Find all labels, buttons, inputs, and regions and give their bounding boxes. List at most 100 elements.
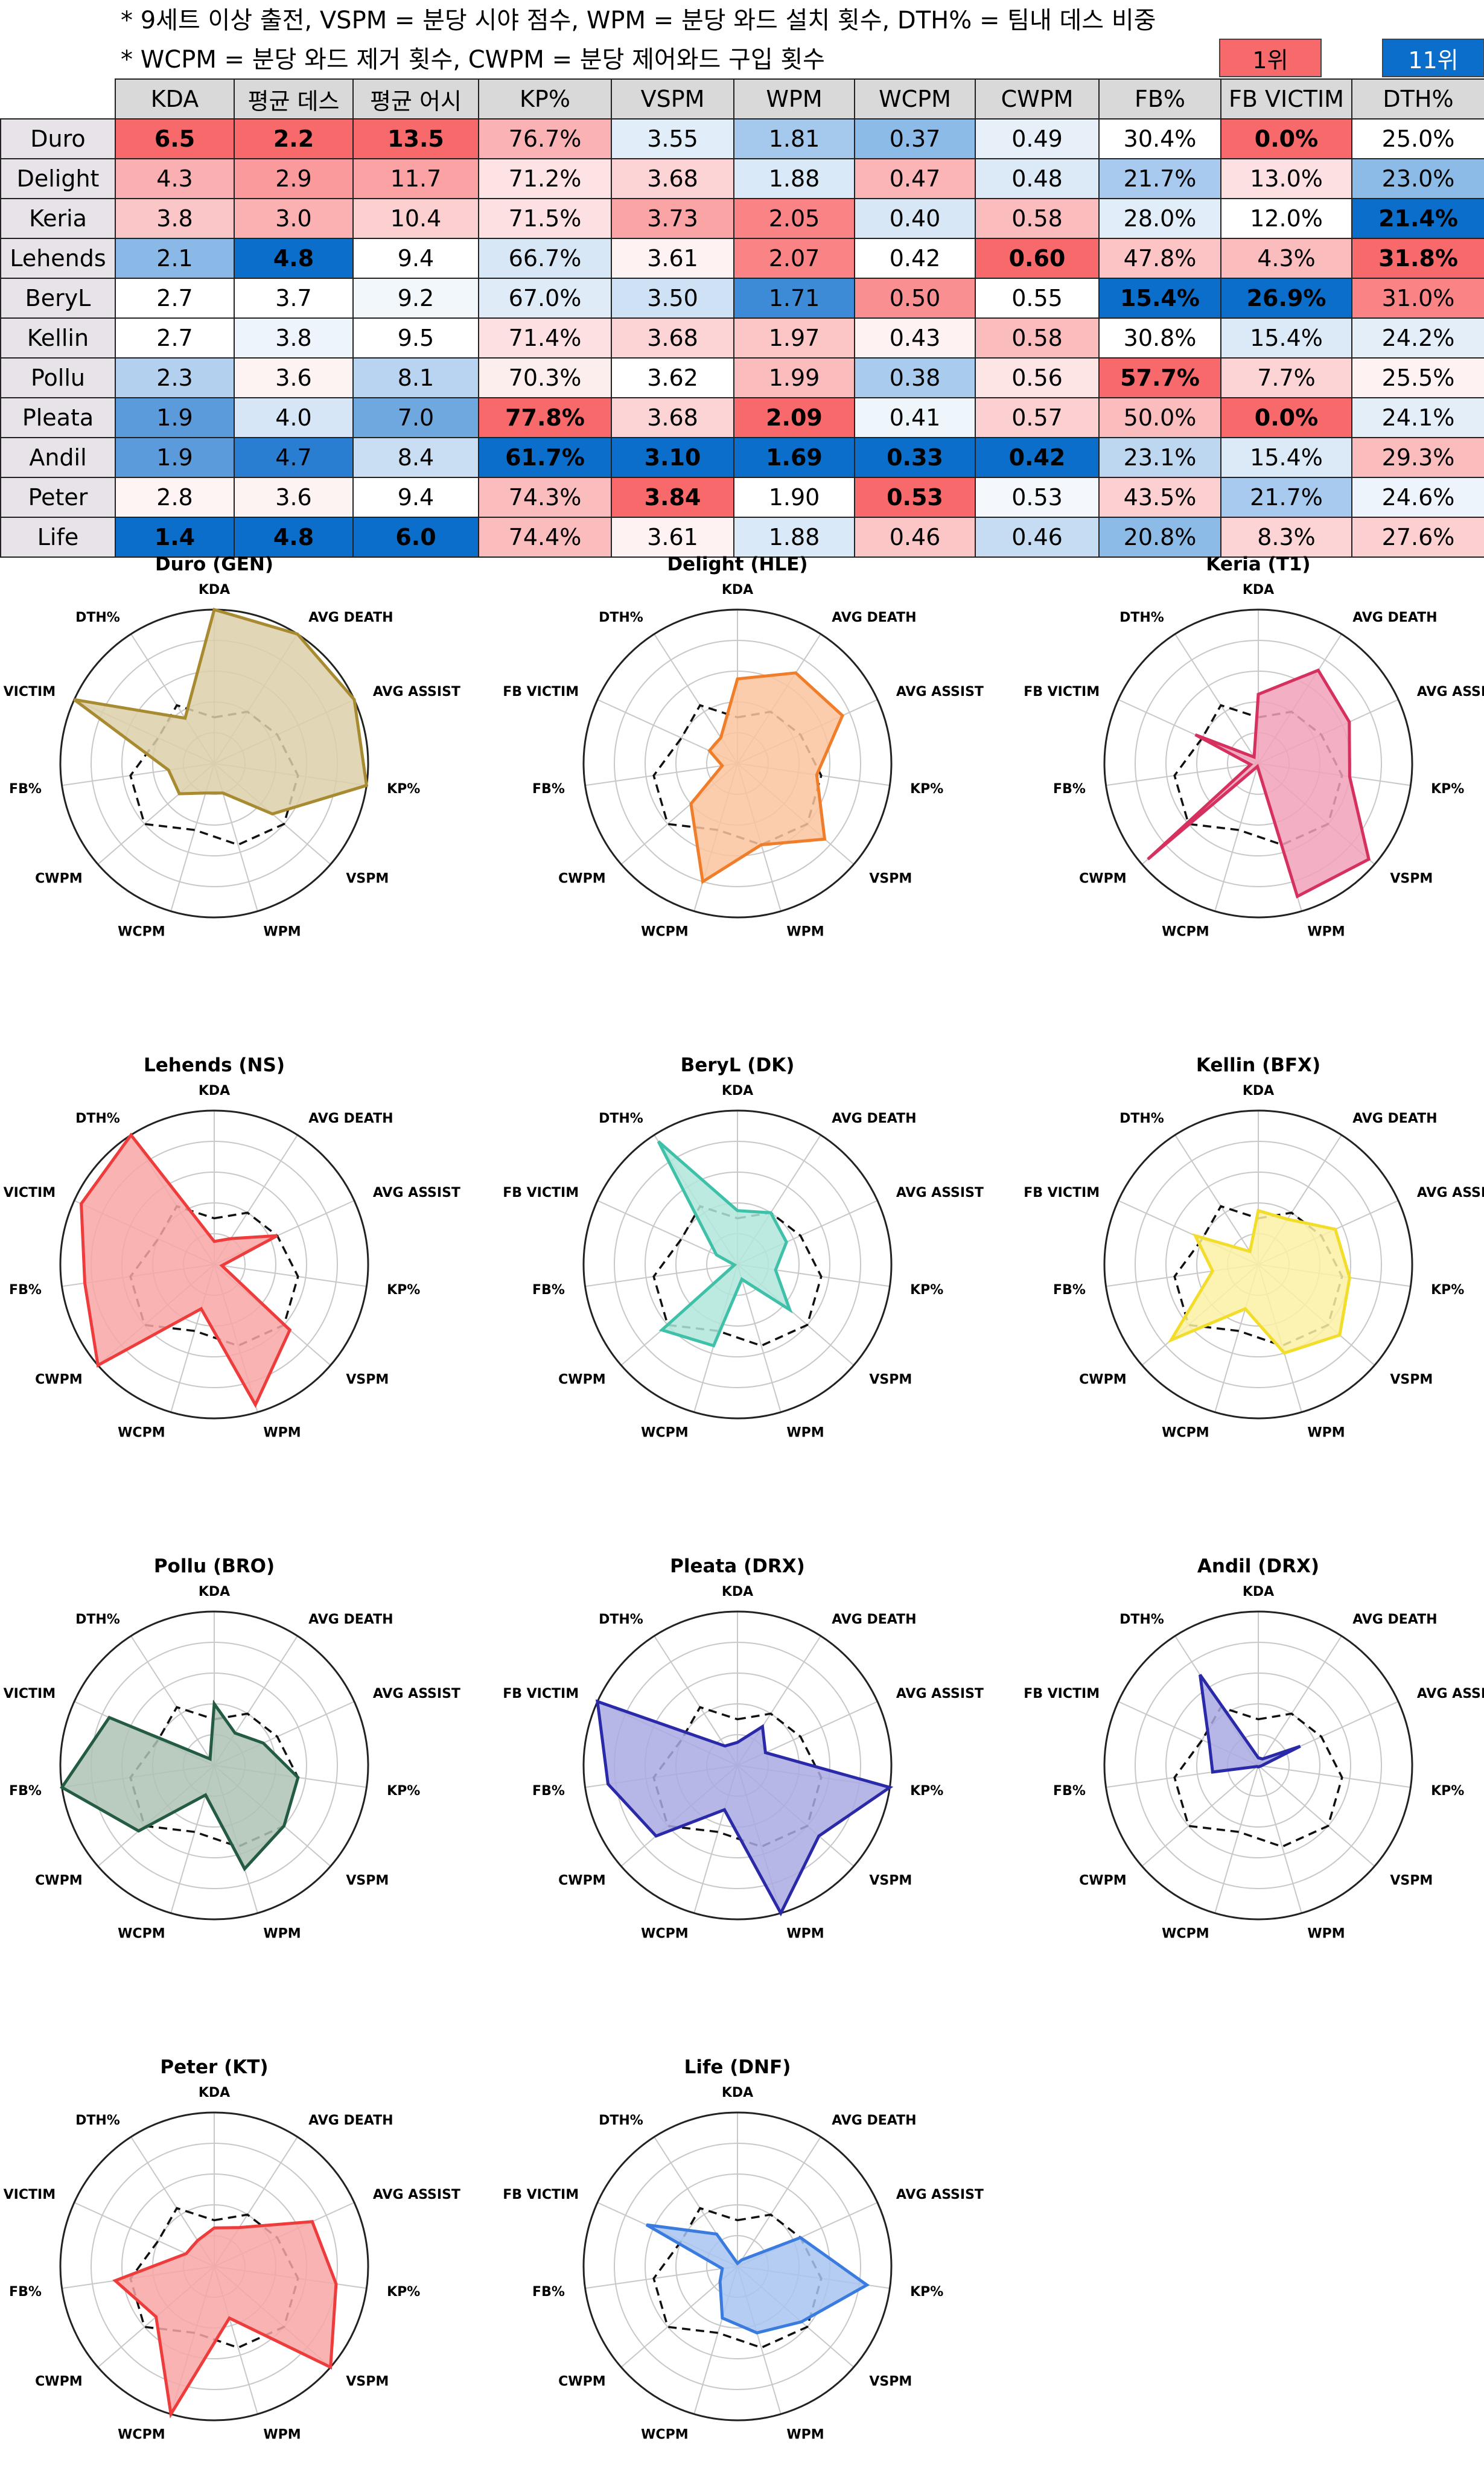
- table-row: Peter 2.8 3.6 9.4 74.3% 3.84 1.90 0.53 0.53 43.5%…: [0, 477, 1484, 518]
- axis-label: CWPM: [1079, 1372, 1126, 1387]
- outer-ring: [582, 1610, 893, 1921]
- axis-label: FB VICTIM: [0, 684, 56, 700]
- table-row: Delight 4.3 2.9 11.7 71.2% 3.68 1.88 0.47 0.48 21…: [0, 158, 1484, 199]
- player-series-polygon: [73, 607, 369, 816]
- stat-cell: 66.7%: [478, 238, 612, 279]
- axis-label: KDA: [722, 1083, 753, 1098]
- player-name-cell: BeryL: [0, 278, 116, 319]
- axis-label: AVG ASSIST: [1417, 1686, 1484, 1701]
- column-header: 평균 어시: [352, 78, 479, 120]
- stat-cell: 24.1%: [1351, 397, 1484, 438]
- note-line-2: * WCPM = 분당 와드 제거 횟수, CWPM = 분당 제어와드 구입 …: [121, 46, 825, 74]
- stat-cell: 13.0%: [1220, 158, 1352, 199]
- stat-cell: 2.1: [115, 238, 235, 279]
- axis-label: KP%: [387, 782, 420, 797]
- axis-label: CWPM: [558, 1372, 605, 1387]
- axis-label: WCPM: [1162, 1926, 1209, 1941]
- axis-label: FB%: [1053, 782, 1086, 797]
- axis-label: WCPM: [118, 1425, 165, 1440]
- axis-label: KDA: [722, 2085, 753, 2100]
- grid-spoke: [585, 2266, 738, 2289]
- axis-label: AVG ASSIST: [896, 2187, 984, 2202]
- stat-cell: 31.0%: [1351, 278, 1484, 319]
- stat-cell: 23.1%: [1098, 437, 1221, 478]
- player-series-polygon: [60, 1699, 300, 1872]
- player-series-polygon: [1167, 1208, 1351, 1355]
- stat-cell: 20.8%: [1098, 517, 1221, 558]
- grid-spoke: [1214, 1765, 1259, 1913]
- axis-label: DTH%: [599, 1111, 643, 1126]
- axis-label: VSPM: [1390, 1372, 1433, 1387]
- axis-label: KDA: [199, 582, 230, 598]
- axis-label: AVG ASSIST: [373, 684, 460, 700]
- reference-polygon: [652, 1205, 823, 1347]
- stat-cell: 77.8%: [478, 397, 612, 438]
- axis-label: FB VICTIM: [0, 1686, 56, 1701]
- axis-label: WCPM: [1162, 924, 1209, 939]
- stat-cell: 6.0: [352, 517, 479, 558]
- radar-chart: KDA AVG DEATH AVG ASSIST KP% VSPM WPM WCPM CWPM…: [503, 1555, 984, 1941]
- stat-cell: 0.42: [975, 437, 1100, 478]
- axis-label: KDA: [199, 1083, 230, 1098]
- axis-label: FB%: [1053, 1784, 1086, 1799]
- axis-label: AVG DEATH: [832, 2113, 916, 2128]
- player-name-cell: Keria: [0, 198, 116, 239]
- stat-cell: 3.61: [611, 517, 734, 558]
- axis-label: DTH%: [599, 610, 643, 625]
- outer-ring: [59, 1109, 369, 1420]
- radar-chart: KDA AVG DEATH AVG ASSIST KP% VSPM WPM WCPM CWPM…: [0, 553, 460, 939]
- axis-label: WPM: [263, 1425, 301, 1440]
- axis-label: VSPM: [346, 1873, 389, 1888]
- player-name-cell: Lehends: [0, 238, 116, 279]
- stat-cell: 3.73: [611, 198, 734, 239]
- axis-label: WPM: [1307, 1425, 1345, 1440]
- legend-last-rank: 11위: [1382, 39, 1484, 77]
- player-name-cell: Pollu: [0, 357, 116, 398]
- stat-cell: 74.4%: [478, 517, 612, 558]
- stats-table: KDA 평균 데스 평균 어시 KP% VSPM WPM WCPM CWPM FB% FB VIC…: [0, 78, 1484, 558]
- stat-cell: 74.3%: [478, 477, 612, 518]
- stat-cell: 1.71: [733, 278, 855, 319]
- axis-label: FB VICTIM: [0, 1185, 56, 1201]
- stat-cell: 3.55: [611, 118, 734, 159]
- player-name-cell: Life: [0, 517, 116, 558]
- stat-cell: 30.8%: [1098, 317, 1221, 359]
- stat-cell: 67.0%: [478, 278, 612, 319]
- player-name-cell: Duro: [0, 118, 116, 159]
- table-row: Lehends 2.1 4.8 9.4 66.7% 3.61 2.07 0.42 0.60 47.…: [0, 238, 1484, 279]
- stat-cell: 8.1: [352, 357, 479, 398]
- stat-cell: 15.4%: [1220, 437, 1352, 478]
- axis-label: WPM: [786, 2427, 824, 2442]
- player-name-cell: Peter: [0, 477, 116, 518]
- player-name-cell: Pleata: [0, 397, 116, 438]
- stat-cell: 0.46: [975, 517, 1100, 558]
- reference-polygon: [129, 1706, 299, 1848]
- axis-label: VSPM: [869, 1873, 912, 1888]
- column-header: 평균 데스: [234, 78, 354, 120]
- stat-cell: 23.0%: [1351, 158, 1484, 199]
- axis-label: FB%: [532, 782, 565, 797]
- axis-label: FB%: [9, 782, 42, 797]
- grid-spoke: [1174, 1134, 1259, 1265]
- stat-cell: 1.9: [115, 437, 235, 478]
- outer-ring: [1103, 1109, 1413, 1420]
- axis-label: CWPM: [35, 1372, 82, 1387]
- stat-cell: 21.7%: [1220, 477, 1352, 518]
- stat-cell: 0.0%: [1220, 397, 1352, 438]
- axis-label: VSPM: [346, 2374, 389, 2389]
- stat-cell: 9.2: [352, 278, 479, 319]
- axis-label: KP%: [387, 1784, 420, 1799]
- chart-title: Delight (HLE): [667, 553, 807, 575]
- radar-chart: KDA AVG DEATH AVG ASSIST KP% VSPM WPM WCPM CWPM…: [0, 1054, 460, 1440]
- axis-label: FB VICTIM: [1024, 684, 1100, 700]
- column-header: KDA: [115, 78, 235, 120]
- stat-cell: 0.53: [854, 477, 976, 518]
- stat-cell: 25.5%: [1351, 357, 1484, 398]
- axis-label: FB%: [532, 2285, 565, 2300]
- stat-cell: 1.99: [733, 357, 855, 398]
- radar-chart: KDA AVG DEATH AVG ASSIST KP% VSPM WPM WCPM CWPM…: [0, 2056, 460, 2442]
- stat-cell: 0.47: [854, 158, 976, 199]
- stat-cell: 0.56: [975, 357, 1100, 398]
- axis-label: AVG DEATH: [308, 2113, 393, 2128]
- axis-label: WCPM: [641, 2427, 688, 2442]
